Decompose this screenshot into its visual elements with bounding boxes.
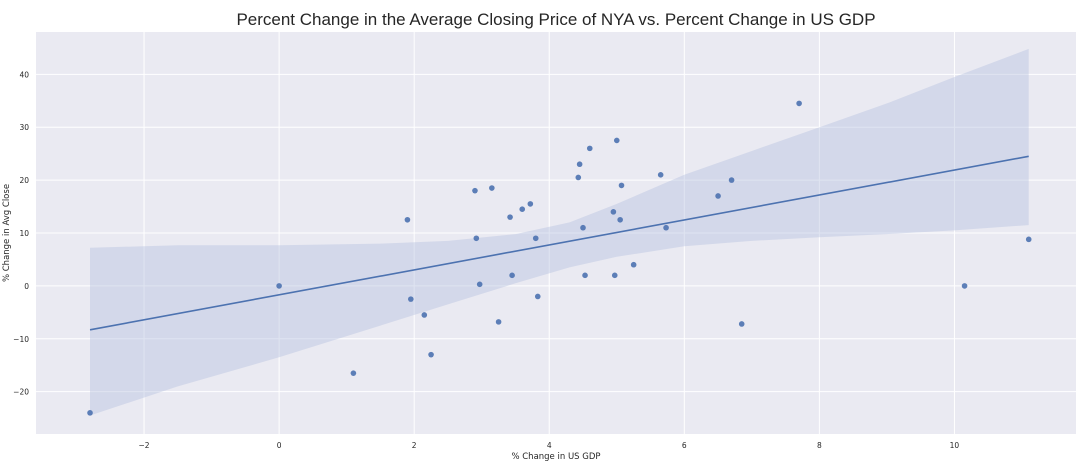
- data-point: [408, 296, 414, 302]
- regression-line-layer: [89, 155, 1029, 331]
- data-points: [87, 100, 1032, 416]
- y-tick-label: 20: [19, 176, 29, 185]
- data-point: [495, 319, 502, 325]
- data-point: [87, 410, 93, 416]
- x-tick-label: 4: [547, 441, 552, 450]
- data-point: [580, 224, 586, 231]
- x-tick-labels: −2 0 2 4 6 8 10: [139, 441, 960, 450]
- data-point: [611, 272, 618, 279]
- data-point: [276, 283, 282, 289]
- chart-title: Percent Change in the Average Closing Pr…: [236, 10, 875, 29]
- y-tick-label: 0: [24, 282, 29, 291]
- y-tick-label: 10: [19, 229, 29, 238]
- y-tick-labels: −20 −10 0 10 20 30 40: [13, 70, 29, 396]
- data-point: [617, 216, 623, 223]
- data-point: [472, 187, 478, 194]
- confidence-band: [90, 48, 1029, 416]
- data-point: [1025, 236, 1032, 243]
- data-point: [428, 351, 434, 358]
- data-point: [575, 174, 582, 181]
- data-point: [618, 182, 625, 189]
- data-point: [961, 283, 968, 289]
- y-tick-label: 40: [19, 70, 29, 79]
- data-point: [657, 172, 664, 178]
- data-point: [527, 201, 534, 207]
- data-point: [519, 206, 526, 212]
- y-tick-label: −20: [13, 388, 29, 397]
- x-axis-label: % Change in US GDP: [511, 452, 600, 462]
- data-point: [738, 321, 745, 327]
- x-tick-label: 8: [817, 441, 822, 450]
- data-point: [476, 281, 483, 288]
- data-point: [586, 145, 593, 152]
- x-tick-label: −2: [139, 441, 150, 450]
- data-point: [404, 216, 411, 223]
- data-point: [489, 185, 495, 191]
- confidence-band-layer: [90, 48, 1029, 416]
- data-point: [534, 293, 541, 300]
- data-point: [796, 100, 802, 107]
- regression-line: [89, 155, 1029, 331]
- data-point: [507, 214, 513, 220]
- data-point: [663, 224, 669, 231]
- grid-lines: [36, 32, 1076, 434]
- x-tick-label: 10: [950, 441, 960, 450]
- x-tick-label: 2: [412, 441, 417, 450]
- data-point: [728, 177, 735, 183]
- data-point: [350, 370, 357, 376]
- y-axis-label: % Change in Avg Close: [2, 184, 12, 282]
- data-point: [421, 312, 428, 318]
- data-point: [610, 209, 617, 215]
- data-point: [630, 261, 637, 268]
- data-point: [576, 161, 583, 168]
- y-tick-label: −10: [13, 335, 29, 344]
- data-point: [582, 272, 588, 279]
- data-point: [613, 137, 620, 144]
- x-tick-label: 0: [277, 441, 282, 450]
- x-tick-label: 6: [682, 441, 687, 450]
- data-point: [715, 193, 721, 199]
- data-point: [473, 235, 480, 242]
- data-point: [532, 235, 539, 242]
- data-point: [509, 272, 515, 279]
- y-tick-label: 30: [19, 123, 29, 132]
